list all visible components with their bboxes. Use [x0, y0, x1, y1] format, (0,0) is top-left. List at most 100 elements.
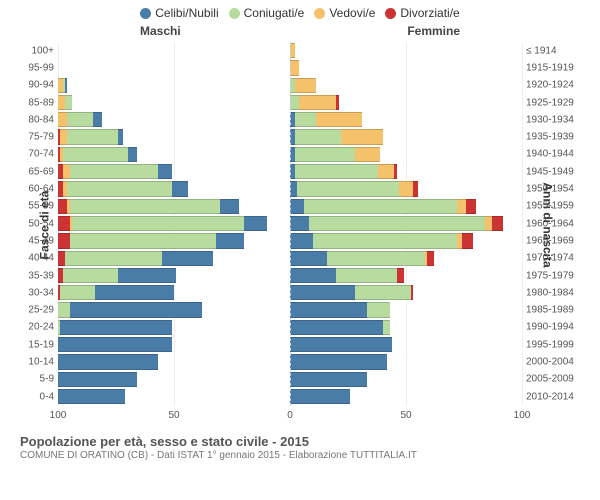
bar-segment: [93, 112, 102, 127]
bar-segment: [60, 320, 171, 335]
bar-male: [58, 320, 290, 335]
legend-label: Divorziati/e: [400, 6, 459, 20]
bar-male: [58, 354, 290, 369]
bar-segment: [70, 199, 221, 214]
bar-segment: [299, 95, 336, 110]
bar-segment: [67, 181, 171, 196]
age-label: 30-34: [20, 287, 54, 298]
birth-year-label: 1925-1929: [526, 97, 580, 108]
bar-segment: [295, 78, 316, 93]
bar-male: [58, 43, 290, 58]
bar-segment: [457, 199, 466, 214]
bar-male: [58, 337, 290, 352]
age-label: 65-69: [20, 166, 54, 177]
age-label: 70-74: [20, 149, 54, 160]
age-label: 60-64: [20, 184, 54, 195]
bar-segment: [295, 147, 355, 162]
bar-male: [58, 60, 290, 75]
bar-male: [58, 233, 290, 248]
bar-female: [290, 372, 522, 387]
birth-year-label: 1945-1949: [526, 166, 580, 177]
bar-female: [290, 78, 522, 93]
birth-year-label: 1960-1964: [526, 218, 580, 229]
x-axis-label: 100: [50, 410, 67, 421]
age-label: 55-59: [20, 201, 54, 212]
age-label: 15-19: [20, 339, 54, 350]
bar-segment: [290, 181, 297, 196]
bar-segment: [65, 251, 162, 266]
bar-segment: [297, 181, 399, 196]
age-label: 75-79: [20, 132, 54, 143]
bar-female: [290, 302, 522, 317]
bar-male: [58, 199, 290, 214]
swatch-divorziati: [385, 8, 396, 19]
swatch-celibi: [140, 8, 151, 19]
swatch-vedovi: [314, 8, 325, 19]
bar-segment: [58, 337, 172, 352]
legend: Celibi/Nubili Coniugati/e Vedovi/e Divor…: [0, 0, 600, 20]
bar-segment: [466, 199, 475, 214]
bar-segment: [58, 233, 70, 248]
x-axis-label: 0: [287, 410, 293, 421]
bar-segment: [70, 164, 158, 179]
bar-segment: [95, 285, 174, 300]
chart-title: Popolazione per età, sesso e stato civil…: [20, 434, 580, 449]
birth-year-label: 2010-2014: [526, 391, 580, 402]
bar-segment: [413, 181, 418, 196]
bar-segment: [397, 268, 404, 283]
bar-segment: [290, 251, 327, 266]
birth-year-label: 1980-1984: [526, 287, 580, 298]
bar-female: [290, 233, 522, 248]
bar-segment: [290, 216, 309, 231]
bar-segment: [411, 285, 413, 300]
birth-year-label: 1955-1959: [526, 201, 580, 212]
bar-male: [58, 216, 290, 231]
bar-segment: [58, 216, 70, 231]
birth-year-label: 2000-2004: [526, 356, 580, 367]
age-label: 100+: [20, 45, 54, 56]
bar-male: [58, 129, 290, 144]
bar-segment: [244, 216, 267, 231]
bar-segment: [309, 216, 485, 231]
bar-female: [290, 354, 522, 369]
bar-segment: [128, 147, 137, 162]
column-header-female: Femmine: [407, 24, 460, 38]
bar-segment: [341, 129, 383, 144]
bar-male: [58, 372, 290, 387]
legend-item-celibi: Celibi/Nubili: [140, 6, 218, 20]
bar-male: [58, 147, 290, 162]
birth-year-label: 1940-1944: [526, 149, 580, 160]
bar-female: [290, 285, 522, 300]
bar-female: [290, 95, 522, 110]
birth-year-label: 1990-1994: [526, 322, 580, 333]
bar-segment: [58, 251, 65, 266]
bar-female: [290, 268, 522, 283]
birth-year-label: 1915-1919: [526, 62, 580, 73]
bar-segment: [290, 354, 387, 369]
birth-year-label: 1995-1999: [526, 339, 580, 350]
bar-segment: [58, 302, 70, 317]
bar-segment: [290, 302, 367, 317]
bar-segment: [290, 95, 299, 110]
bar-male: [58, 112, 290, 127]
bar-female: [290, 199, 522, 214]
bar-segment: [58, 354, 158, 369]
bar-female: [290, 129, 522, 144]
birth-year-label: 1920-1924: [526, 80, 580, 91]
bar-segment: [290, 372, 367, 387]
age-label: 25-29: [20, 305, 54, 316]
bar-segment: [70, 233, 216, 248]
birth-year-label: ≤ 1914: [526, 45, 580, 56]
x-axis-label: 100: [514, 410, 531, 421]
bar-male: [58, 285, 290, 300]
birth-year-label: 1985-1989: [526, 305, 580, 316]
bar-segment: [399, 181, 413, 196]
bar-segment: [383, 320, 390, 335]
caption: Popolazione per età, sesso e stato civil…: [20, 434, 580, 461]
chart-subtitle: COMUNE DI ORATINO (CB) - Dati ISTAT 1° g…: [20, 450, 580, 461]
age-label: 10-14: [20, 356, 54, 367]
bar-female: [290, 43, 522, 58]
pyramid-plot: 100+≤ 191495-991915-191990-941920-192485…: [58, 42, 522, 406]
age-label: 0-4: [20, 391, 54, 402]
bar-segment: [65, 78, 67, 93]
